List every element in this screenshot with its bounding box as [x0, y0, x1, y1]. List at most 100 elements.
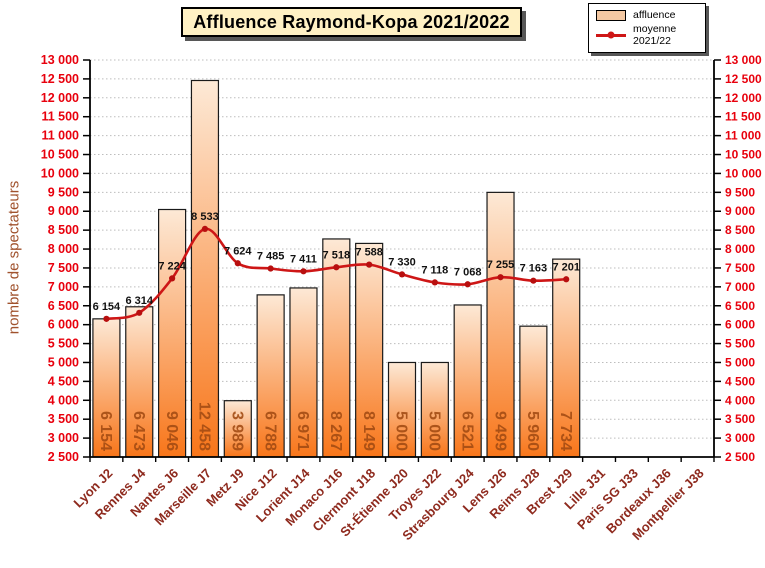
y-tick-label-left: 6 500 [48, 299, 79, 313]
line-marker [366, 261, 373, 268]
line-point-label: 7 068 [454, 266, 482, 278]
bar [486, 191, 515, 458]
legend-label-moyenne: moyenne 2021/22 [633, 23, 677, 47]
chart-title-text: Affluence Raymond-Kopa 2021/2022 [193, 11, 510, 32]
y-tick-label-left: 3 500 [48, 412, 79, 426]
y-tick-label-left: 3 000 [48, 431, 79, 445]
bar [190, 79, 220, 458]
line-series-swatch-icon [596, 31, 626, 39]
y-tick-label-right: 3 500 [725, 412, 755, 426]
axes [89, 60, 715, 458]
bar-value-label: 5 000 [393, 411, 410, 451]
line-point-label: 7 411 [290, 253, 317, 265]
line-point-label: 7 330 [388, 256, 416, 268]
y-tick-label-left: 6 000 [48, 318, 79, 332]
line-series [103, 225, 570, 322]
bar [158, 208, 187, 458]
line-point-label: 7 224 [158, 260, 186, 272]
line-point-label: 7 518 [323, 249, 351, 261]
y-tick-label-left: 11 000 [41, 129, 79, 143]
y-tick-label-left: 7 000 [48, 280, 79, 294]
line-marker [136, 309, 143, 316]
bar [322, 238, 351, 458]
y-tick-label-right: 7 500 [725, 261, 755, 275]
y-tick-label-right: 8 500 [725, 223, 755, 237]
bar-value-label: 6 154 [97, 411, 114, 451]
line-point-label: 7 485 [257, 251, 285, 263]
y-tick-label-right: 12 500 [725, 72, 762, 86]
chart-title: Affluence Raymond-Kopa 2021/2022 [181, 7, 522, 37]
y-tick-label-left: 5 000 [48, 355, 79, 369]
line-marker [464, 281, 471, 288]
y-tick-label-left: 7 500 [48, 261, 79, 275]
y-tick-label-right: 10 000 [725, 166, 762, 180]
y-tick-label-right: 8 000 [725, 242, 755, 256]
y-tick-label-left: 2 500 [48, 450, 79, 464]
y-tick-label-left: 4 000 [48, 393, 79, 407]
y-tick-label-left: 9 500 [48, 185, 79, 199]
y-tick-label-right: 6 000 [725, 318, 755, 332]
y-tick-label-left: 8 000 [48, 242, 79, 256]
bar [552, 258, 581, 458]
y-tick-label-right: 7 000 [725, 280, 755, 294]
line-point-labels: 6 154 6 314 7 224 8 533 7 624 7 485 7 411 7 518… [93, 211, 580, 313]
bar [420, 361, 449, 458]
legend-label-affluence: affluence [633, 9, 676, 21]
y-tick-label-left: 12 000 [41, 91, 79, 105]
y-tick-label-right: 5 500 [725, 337, 755, 351]
legend: affluence moyenne 2021/22 [588, 3, 706, 53]
y-tick-label-left: 12 500 [41, 72, 79, 86]
y-tick-label-right: 5 000 [725, 355, 755, 369]
bar-value-labels: 6 154 6 473 9 046 12 458 3 989 6 788 6 971 8 26… [97, 402, 574, 451]
line-point-label: 7 255 [487, 259, 515, 271]
line-marker [333, 264, 340, 271]
bar-value-label: 8 149 [360, 411, 377, 451]
y-tick-label-left: 13 000 [41, 53, 79, 67]
y-axis-title: nombre de spectateurs [5, 180, 23, 335]
legend-item-affluence: affluence [596, 9, 698, 21]
legend-item-moyenne: moyenne 2021/22 [596, 23, 698, 47]
line-marker [431, 279, 438, 286]
line-marker [234, 260, 241, 267]
line-point-label: 7 588 [355, 247, 383, 259]
bar-value-label: 6 521 [458, 411, 475, 451]
bar-series-swatch-icon [596, 9, 626, 21]
bar [125, 306, 154, 458]
bar-value-label: 3 989 [229, 411, 246, 451]
y-tick-label-right: 2 500 [725, 450, 755, 464]
line-point-label: 7 118 [421, 264, 448, 276]
bar-value-label: 9 499 [491, 411, 508, 451]
line-marker [103, 315, 110, 322]
bar-value-label: 9 046 [163, 411, 180, 451]
bar-value-label: 6 473 [130, 411, 147, 451]
y-tick-label-right: 4 500 [725, 374, 755, 388]
line-point-label: 7 624 [224, 245, 252, 257]
bar-value-label: 5 960 [524, 411, 541, 451]
y-tick-label-right: 11 000 [725, 129, 761, 143]
y-tick-label-left: 10 000 [41, 166, 79, 180]
y-tick-label-right: 12 000 [725, 91, 762, 105]
bar [453, 304, 482, 458]
y-axis-ticks: 2 500 2 500 3 000 3 000 3 500 3 500 4 000 4 000… [41, 53, 762, 464]
line-point-label: 7 163 [520, 263, 548, 275]
bar-value-label: 5 000 [426, 411, 443, 451]
bar-value-label: 8 267 [327, 411, 344, 451]
line-marker [398, 271, 406, 278]
y-tick-label-left: 4 500 [48, 374, 79, 388]
y-tick-label-right: 3 000 [725, 431, 755, 445]
y-tick-label-left: 5 500 [48, 337, 79, 351]
line-point-label: 6 314 [125, 295, 153, 307]
y-tick-label-right: 6 500 [725, 299, 755, 313]
y-tick-label-left: 9 000 [48, 204, 79, 218]
y-tick-label-right: 13 000 [725, 53, 762, 67]
bar [223, 400, 252, 458]
bar-value-label: 6 788 [261, 411, 278, 451]
line-marker [497, 274, 504, 281]
y-tick-label-left: 8 500 [48, 223, 79, 237]
bar [289, 287, 318, 458]
bar-value-label: 12 458 [196, 402, 213, 451]
line-marker [201, 225, 209, 232]
